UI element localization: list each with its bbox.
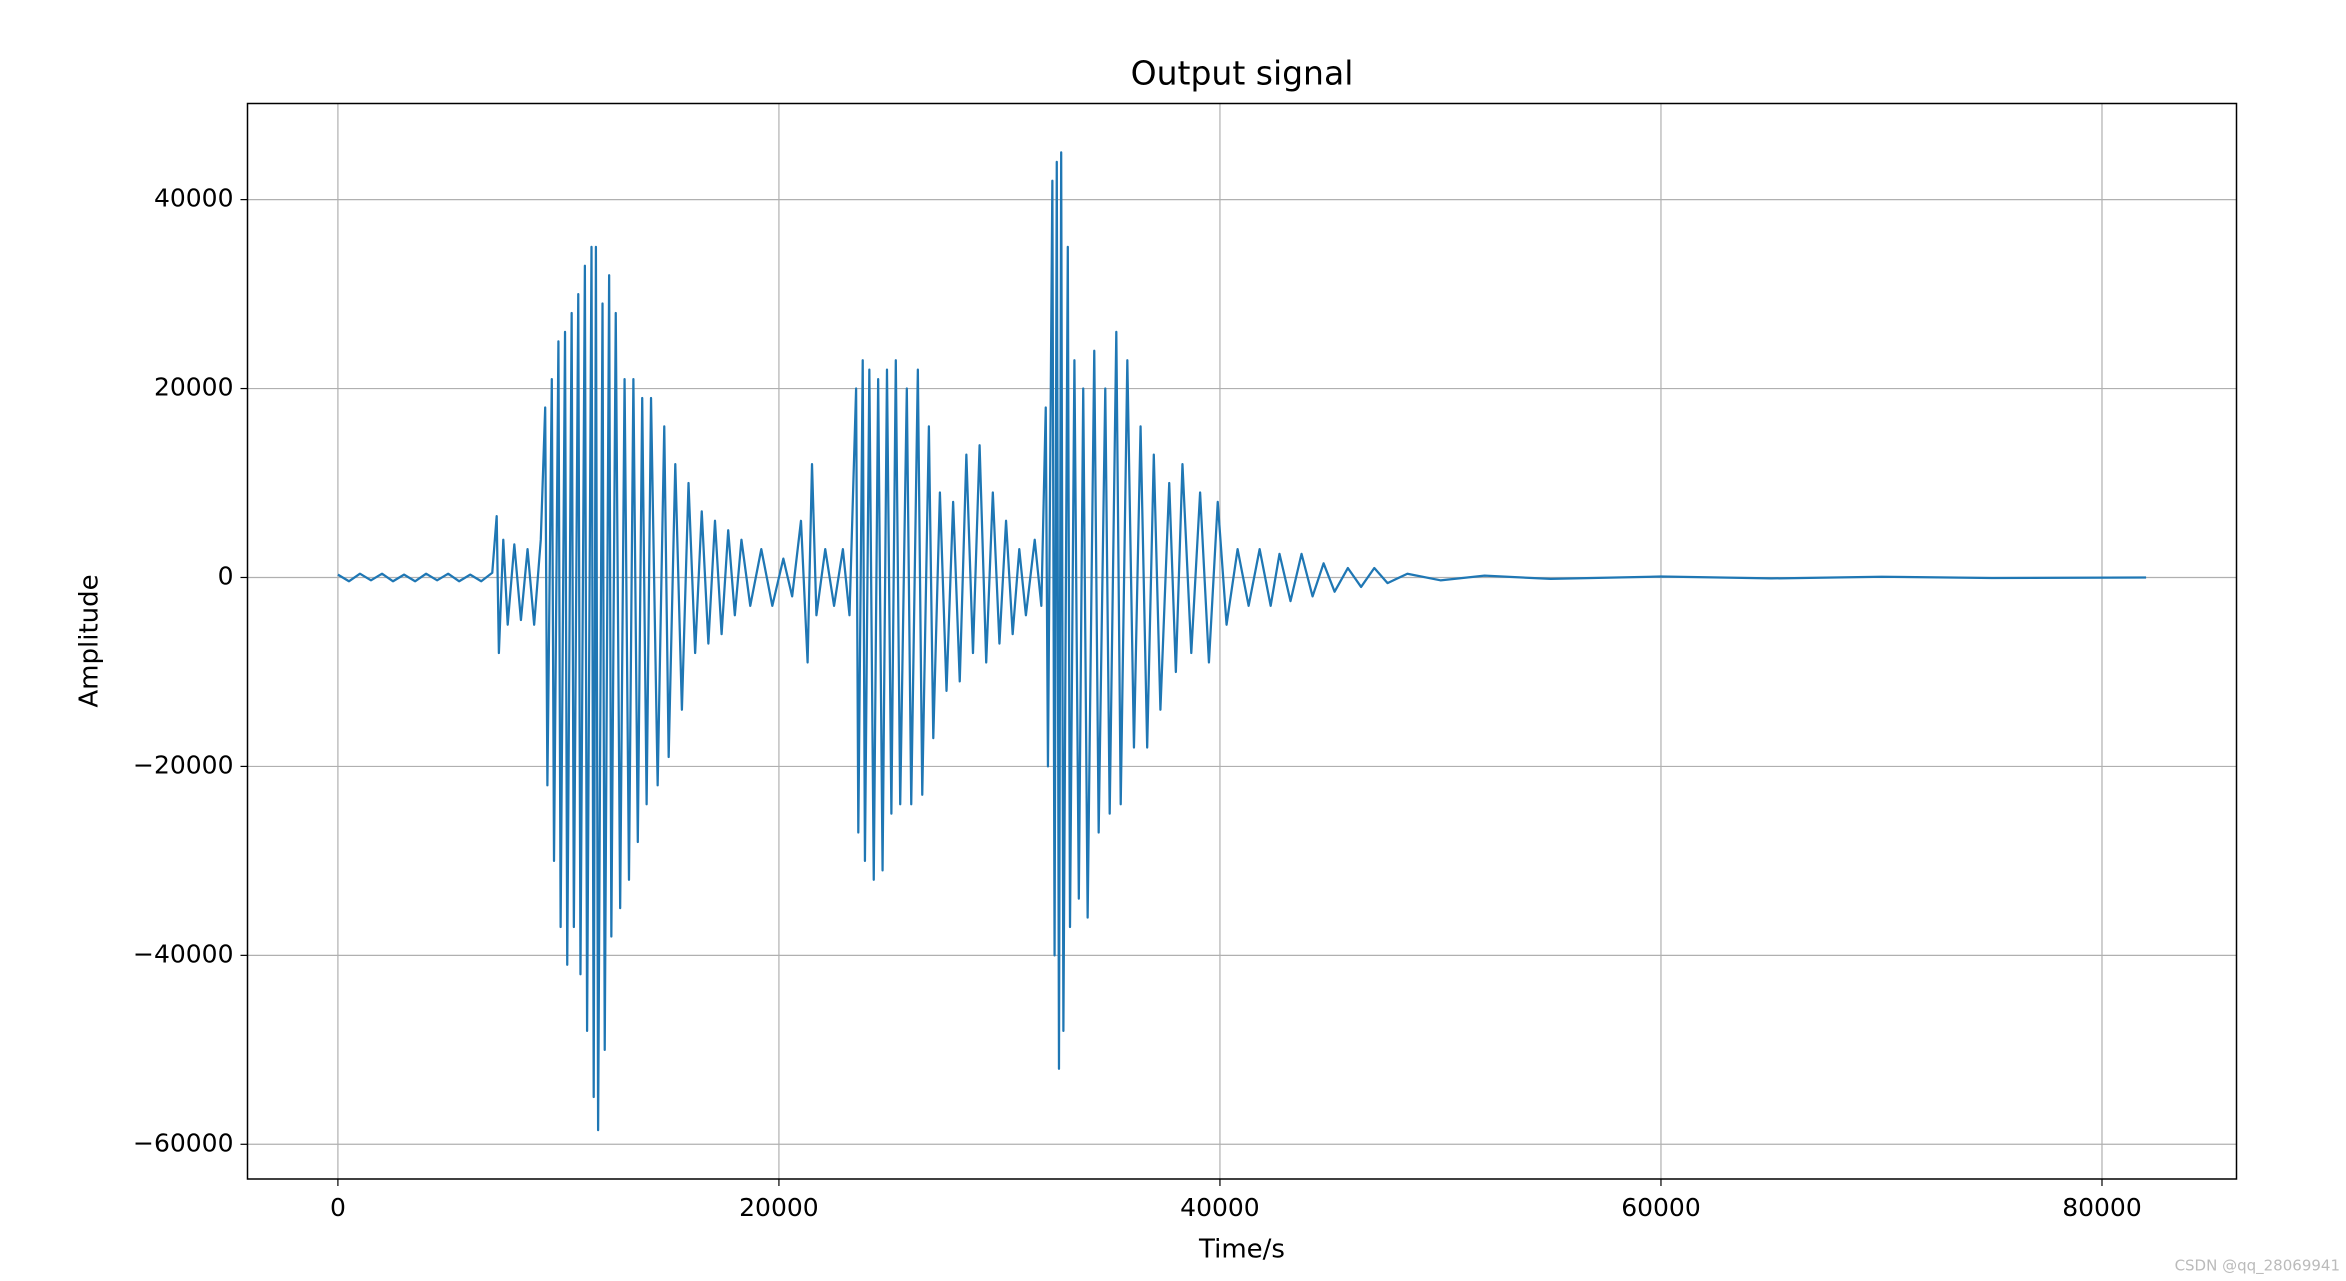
y-tick-label: −20000 [133, 750, 233, 779]
x-tick-label: 40000 [1180, 1193, 1260, 1222]
x-tick-label: 0 [330, 1193, 346, 1222]
x-tick-label: 20000 [739, 1193, 819, 1222]
x-axis-label: Time/s [1198, 1235, 1285, 1265]
chart-title: Output signal [1131, 54, 1354, 93]
x-tick-label: 80000 [2062, 1193, 2142, 1222]
plot-frame [246, 102, 2238, 1180]
signal-line [337, 151, 2147, 1132]
y-axis-label: Amplitude [75, 574, 105, 707]
x-tick-label: 60000 [1621, 1193, 1701, 1222]
y-tick-label: 0 [218, 561, 234, 590]
y-tick-label: −40000 [133, 939, 233, 968]
y-tick-label: 40000 [154, 184, 234, 213]
y-tick-label: 20000 [154, 373, 234, 402]
y-tick-label: −60000 [133, 1128, 233, 1157]
watermark: CSDN @qq_28069941 [2175, 1257, 2340, 1276]
